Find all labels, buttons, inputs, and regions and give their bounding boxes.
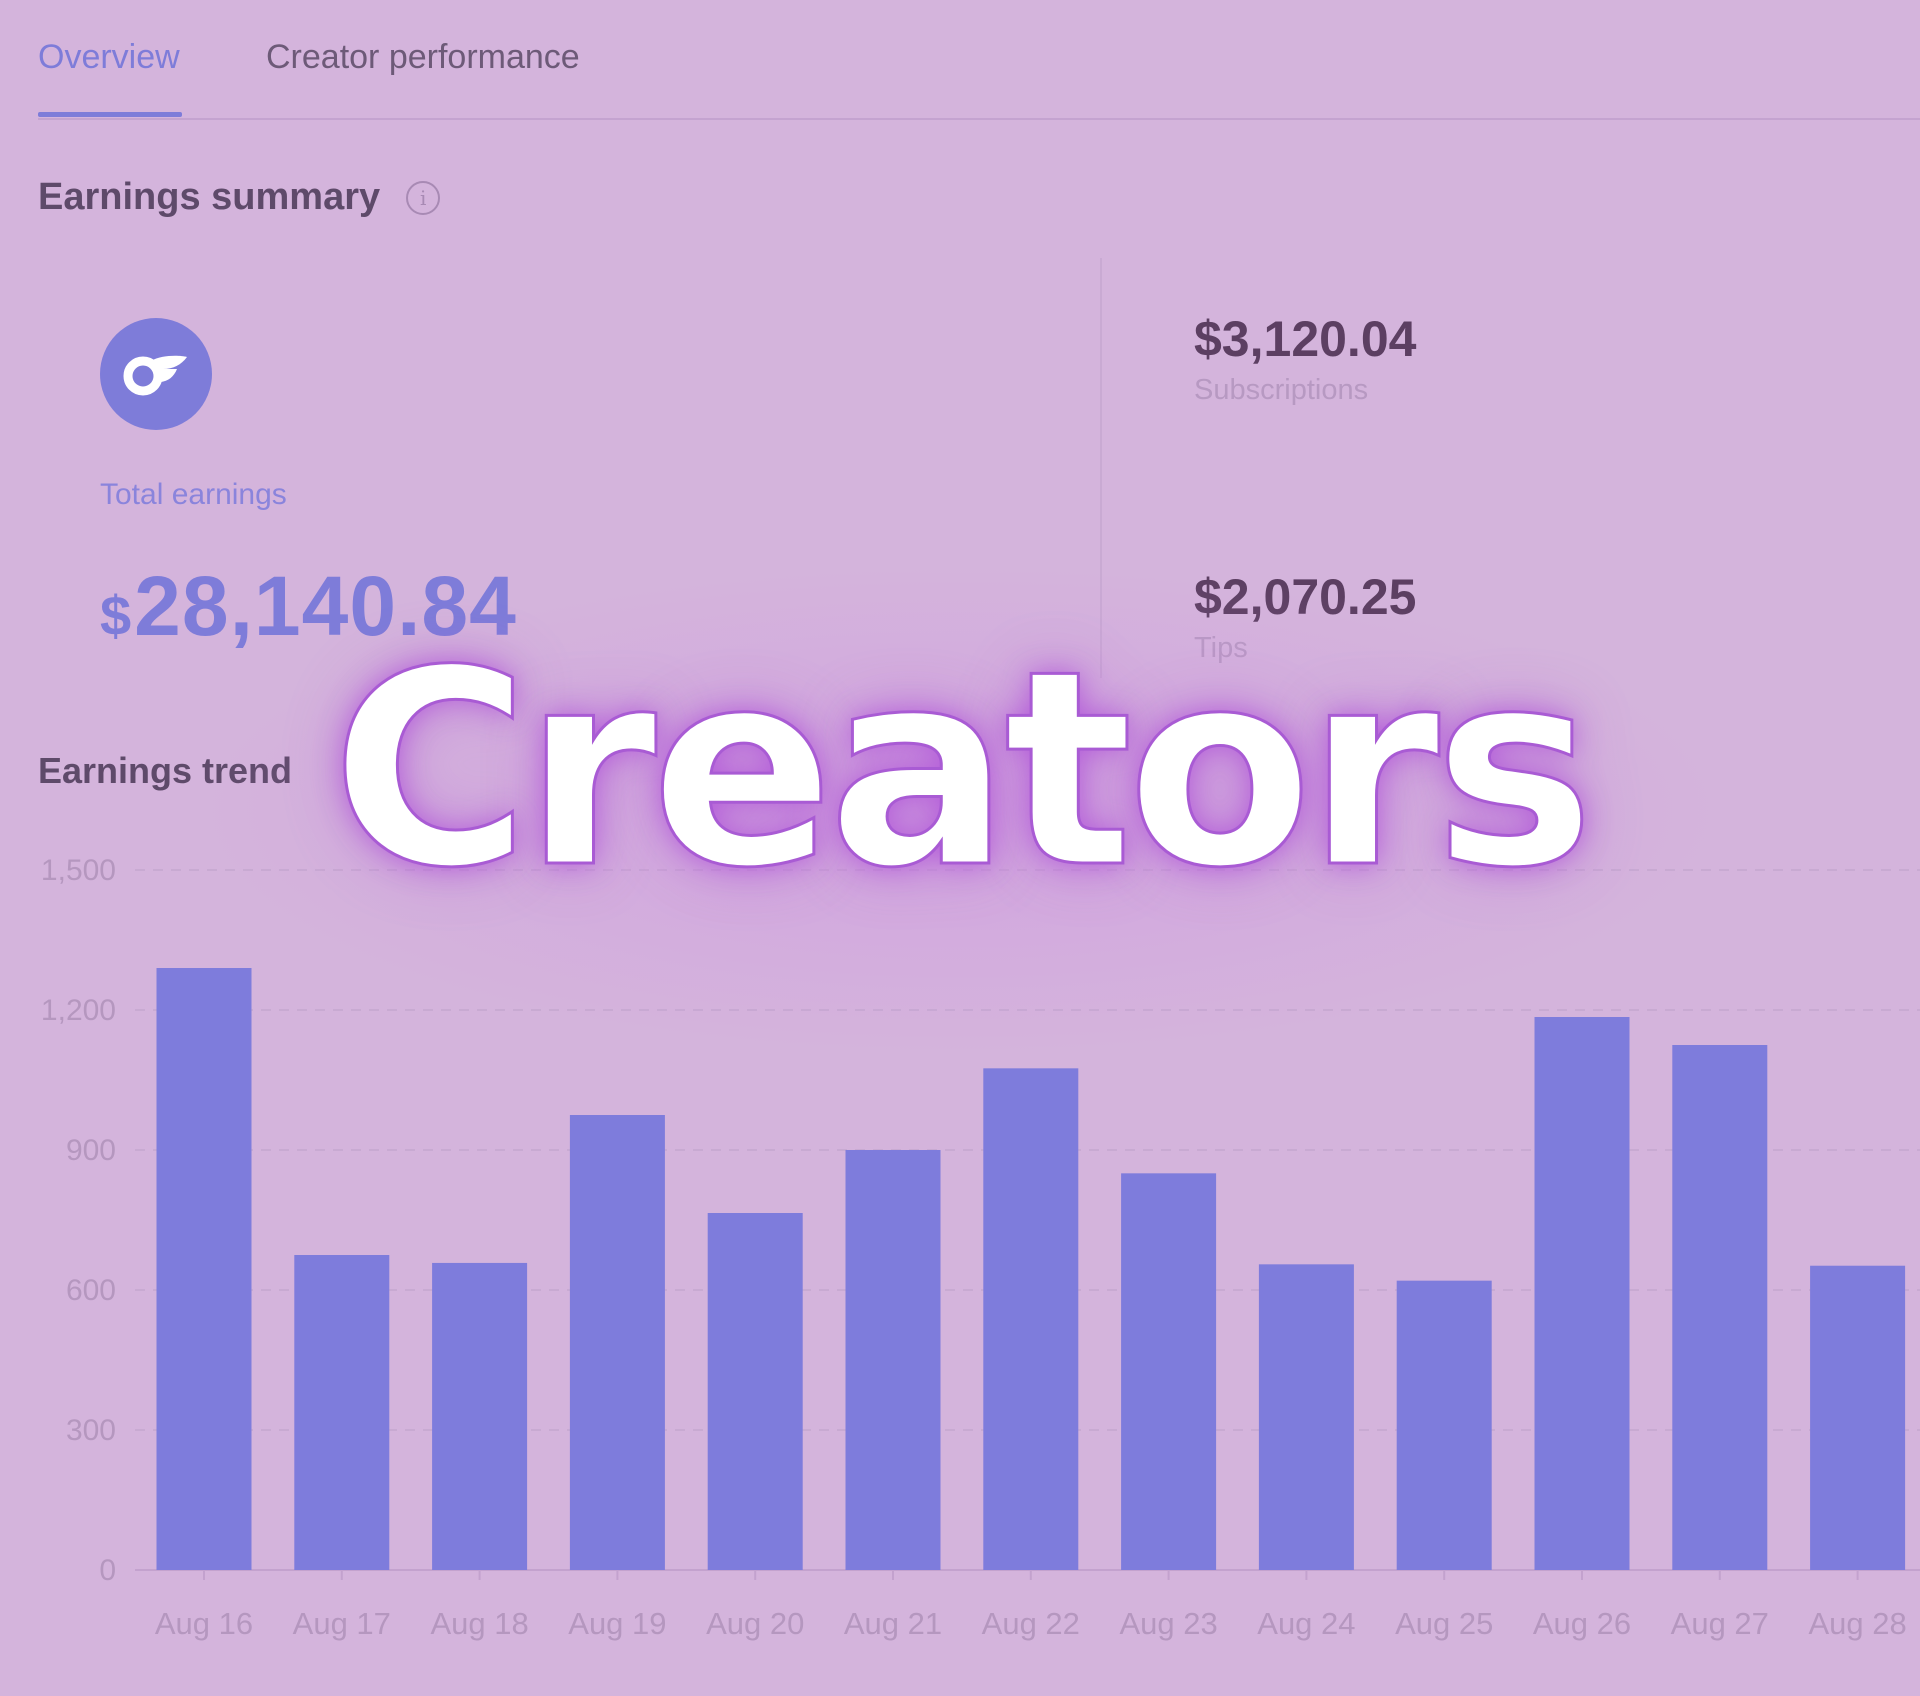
tips-metric: $2,070.25 Tips (1194, 568, 1416, 665)
x-tick-label: Aug 28 (1808, 1606, 1906, 1641)
bar[interactable] (983, 1068, 1079, 1570)
tab-overview[interactable]: Overview (38, 38, 180, 76)
bar[interactable] (1121, 1173, 1217, 1570)
tips-value: $2,070.25 (1194, 569, 1417, 625)
x-tick-label: Aug 26 (1533, 1606, 1631, 1641)
bar[interactable] (845, 1150, 941, 1570)
onlyfans-logo-icon (100, 318, 212, 430)
x-tick-label: Aug 16 (155, 1606, 253, 1641)
y-tick-label: 900 (66, 1134, 116, 1167)
info-icon[interactable]: i (406, 180, 441, 215)
onlyfans-logo-glyph (123, 355, 187, 396)
x-tick-label: Aug 21 (844, 1606, 942, 1641)
tab-bar: Overview Creator performance (38, 28, 1920, 120)
bar[interactable] (1396, 1280, 1492, 1570)
x-tick-label: Aug 24 (1257, 1606, 1355, 1641)
tips-label: Tips (1194, 632, 1248, 664)
total-earnings-amount: 28,140.84 (134, 559, 517, 653)
y-tick-label: 1,500 (41, 854, 116, 887)
bar[interactable] (1810, 1265, 1906, 1570)
active-tab-indicator (38, 112, 182, 117)
earnings-summary-heading: Earnings summary i (38, 176, 441, 219)
bar[interactable] (1672, 1045, 1768, 1570)
bar[interactable] (1534, 1017, 1630, 1570)
subscriptions-label: Subscriptions (1194, 374, 1369, 406)
bar[interactable] (294, 1255, 390, 1570)
x-tick-label: Aug 25 (1395, 1606, 1493, 1641)
x-tick-label: Aug 20 (706, 1606, 804, 1641)
bar[interactable] (1258, 1264, 1354, 1570)
x-tick-label: Aug 22 (982, 1606, 1080, 1641)
x-tick-label: Aug 19 (568, 1606, 666, 1641)
earnings-bar-chart: 0 300 600 900 1,200 1,500 Aug 16 Aug 17 Aug 18 Au… (41, 854, 1920, 1641)
currency-symbol: $ (100, 584, 133, 647)
x-tick-label: Aug 17 (293, 1606, 391, 1641)
earnings-trend-title: Earnings trend (38, 750, 293, 791)
subscriptions-metric: $3,120.04 Subscriptions (1194, 310, 1416, 407)
tab-creator-performance[interactable]: Creator performance (266, 38, 580, 76)
subscriptions-value: $3,120.04 (1194, 311, 1417, 367)
bar[interactable] (432, 1262, 528, 1570)
bar[interactable] (707, 1213, 803, 1570)
total-earnings-label: Total earnings (100, 478, 287, 511)
y-tick-label: 600 (66, 1274, 116, 1307)
y-tick-label: 0 (99, 1554, 116, 1587)
bar[interactable] (156, 968, 252, 1570)
bar[interactable] (569, 1115, 665, 1570)
x-tick-label: Aug 23 (1119, 1606, 1217, 1641)
x-tick-label: Aug 27 (1671, 1606, 1769, 1641)
earnings-trend-chart: 0 300 600 900 1,200 1,500 Aug 16 Aug 17 Aug 18 Au… (0, 830, 1920, 1650)
y-tick-label: 300 (66, 1414, 116, 1447)
total-earnings-value: $ 28,140.84 (100, 558, 517, 655)
y-tick-label: 1,200 (41, 994, 116, 1027)
earnings-summary-title: Earnings summary (38, 176, 381, 218)
summary-divider (1100, 258, 1102, 678)
x-tick-label: Aug 18 (430, 1606, 528, 1641)
